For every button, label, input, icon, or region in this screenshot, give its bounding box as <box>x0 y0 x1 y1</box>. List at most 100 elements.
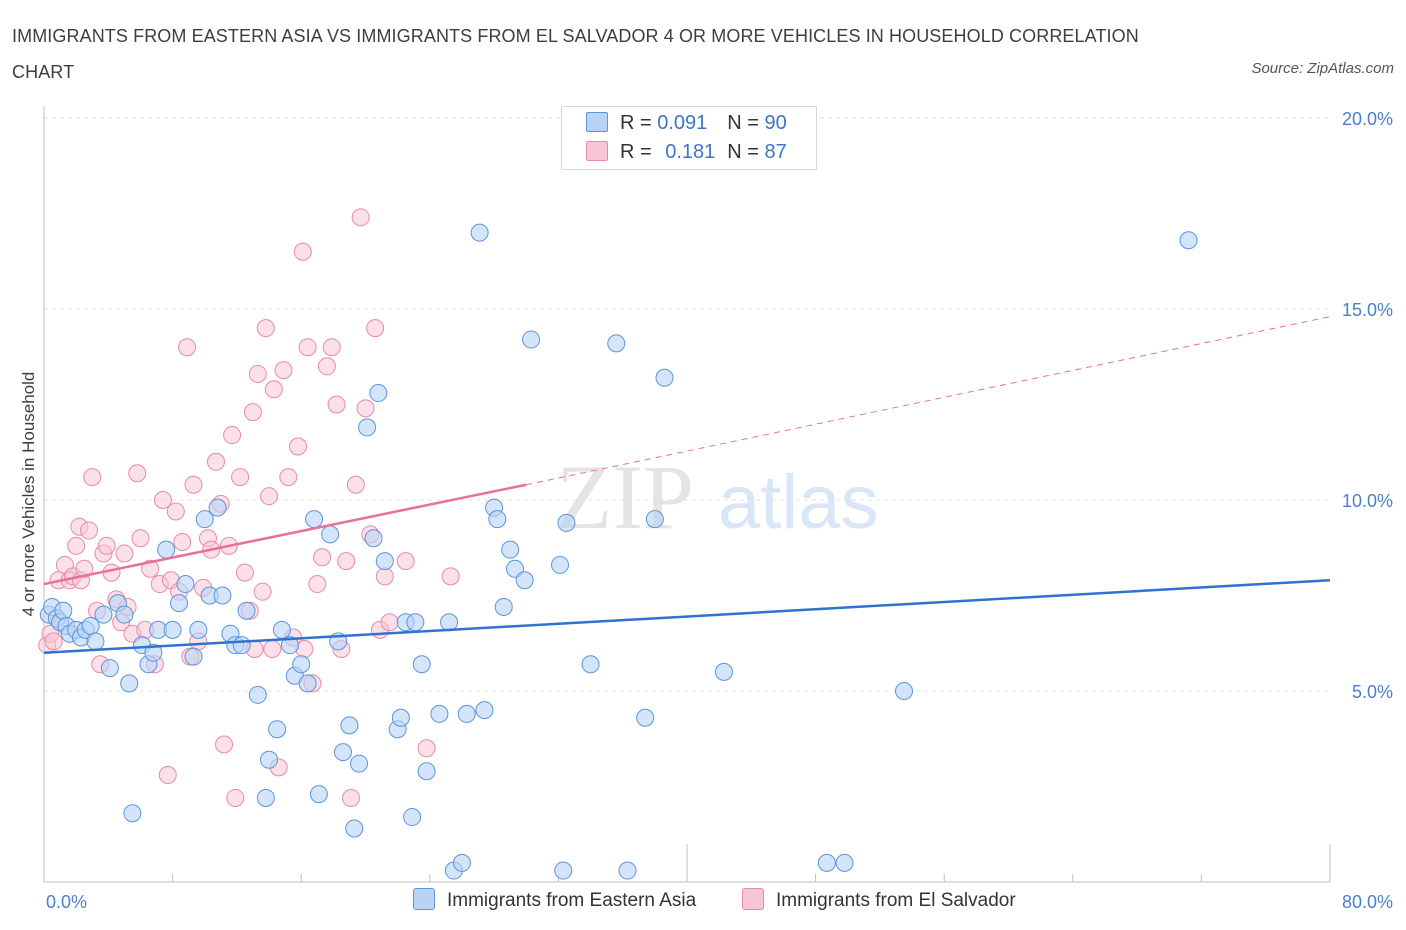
el-salvador-trend-extension <box>526 316 1331 486</box>
eastern-asia-point <box>714 662 733 681</box>
eastern-asia-point <box>120 674 139 693</box>
r-label: R = <box>620 112 652 134</box>
el-salvador-point <box>322 338 341 357</box>
el-salvador-point <box>243 403 262 422</box>
el-salvador-point <box>44 632 63 651</box>
el-salvador-point <box>248 364 267 383</box>
legend-label-el-salvador: Immigrants from El Salvador <box>776 890 1016 911</box>
eastern-asia-point <box>557 513 576 532</box>
el-salvador-point <box>288 437 307 456</box>
eastern-asia-trendline <box>43 578 1331 655</box>
eastern-asia-point <box>184 647 203 666</box>
eastern-asia-point <box>457 704 476 723</box>
el-salvador-point <box>351 208 370 227</box>
el-salvador-point <box>346 475 365 494</box>
eastern-asia-point <box>470 223 489 242</box>
el-salvador-point <box>231 468 250 487</box>
el-salvador-point <box>375 567 394 586</box>
axes <box>43 106 1331 883</box>
el-salvador-point <box>274 361 293 380</box>
el-salvador-point <box>97 536 116 555</box>
el-salvador-point <box>83 468 102 487</box>
x-tick-label: 0.0% <box>46 892 87 912</box>
blue-r-value: 0.091 <box>657 112 708 134</box>
legend-item-el-salvador[interactable]: Immigrants from El Salvador <box>742 888 1016 912</box>
el-salvador-point <box>158 766 177 785</box>
eastern-asia-point <box>607 334 626 353</box>
eastern-asia-point <box>358 418 377 437</box>
eastern-asia-point <box>321 525 340 544</box>
eastern-asia-point <box>123 804 142 823</box>
pink-swatch <box>586 141 608 161</box>
eastern-asia-point <box>213 586 232 605</box>
y-tick-label: 5.0% <box>1352 682 1393 702</box>
el-salvador-point <box>279 468 298 487</box>
eastern-asia-point <box>440 613 459 632</box>
el-salvador-point <box>184 475 203 494</box>
pink-r-value: 0.181 <box>665 141 716 163</box>
eastern-asia-point <box>144 643 163 662</box>
eastern-asia-point <box>817 853 836 872</box>
n-label: N = <box>727 112 759 134</box>
x-tick-labels: 0.0% 80.0% <box>46 892 1393 912</box>
eastern-asia-point <box>581 655 600 674</box>
y-tick-label: 20.0% <box>1342 109 1393 129</box>
eastern-asia-points <box>39 223 1198 880</box>
el-salvador-point <box>260 487 279 506</box>
el-salvador-trendline <box>43 483 527 586</box>
x-tick-label: 80.0% <box>1342 892 1393 912</box>
source-label: Source: ZipAtlas.com <box>1251 60 1394 77</box>
pink-swatch <box>742 888 764 910</box>
eastern-asia-point <box>403 808 422 827</box>
y-tick-labels: 5.0% 10.0% 15.0% 20.0% <box>1342 109 1393 702</box>
eastern-asia-point <box>298 674 317 693</box>
eastern-asia-point <box>268 720 287 739</box>
eastern-asia-point <box>501 540 520 559</box>
eastern-asia-point <box>475 701 494 720</box>
legend-row-blue: R = 0.091 N = 90 <box>586 112 787 138</box>
el-salvador-point <box>67 536 86 555</box>
el-salvador-point <box>342 788 361 807</box>
eastern-asia-point <box>309 785 328 804</box>
el-salvador-point <box>308 575 327 594</box>
eastern-asia-point <box>115 605 134 624</box>
el-salvador-point <box>215 735 234 754</box>
eastern-asia-point <box>494 597 513 616</box>
el-salvador-point <box>128 464 147 483</box>
y-tick-label: 10.0% <box>1342 491 1393 511</box>
eastern-asia-point <box>430 704 449 723</box>
pink-n-value: 87 <box>764 141 787 163</box>
el-salvador-point <box>131 529 150 548</box>
eastern-asia-point <box>272 620 291 639</box>
el-salvador-point <box>253 582 272 601</box>
chart-title: IMMIGRANTS FROM EASTERN ASIA VS IMMIGRAN… <box>12 26 1139 82</box>
el-salvador-point <box>80 521 99 540</box>
eastern-asia-point <box>163 620 182 639</box>
el-salvador-point <box>298 338 317 357</box>
eastern-asia-point <box>895 682 914 700</box>
el-salvador-point <box>417 739 436 758</box>
eastern-asia-point <box>618 861 637 880</box>
legend-item-eastern-asia[interactable]: Immigrants from Eastern Asia <box>413 888 696 912</box>
eastern-asia-point <box>417 762 436 781</box>
eastern-asia-point <box>412 655 431 674</box>
eastern-asia-point <box>505 559 524 578</box>
y-tick-label: 15.0% <box>1342 300 1393 320</box>
r-label: R = <box>620 141 652 163</box>
el-salvador-point <box>75 559 94 578</box>
el-salvador-point <box>293 242 312 261</box>
el-salvador-point <box>396 552 415 571</box>
eastern-asia-point <box>554 861 573 880</box>
eastern-asia-point <box>280 636 299 655</box>
legend-label-eastern-asia: Immigrants from Eastern Asia <box>447 890 697 911</box>
el-salvador-point <box>153 491 172 509</box>
eastern-asia-point <box>292 655 311 674</box>
el-salvador-point <box>141 559 160 578</box>
eastern-asia-point <box>86 632 105 651</box>
eastern-asia-point <box>256 788 275 807</box>
el-salvador-point <box>166 502 185 521</box>
eastern-asia-point <box>375 552 394 571</box>
eastern-asia-point <box>350 754 369 773</box>
y-axis-label: 4 or more Vehicles in Household <box>19 372 38 617</box>
